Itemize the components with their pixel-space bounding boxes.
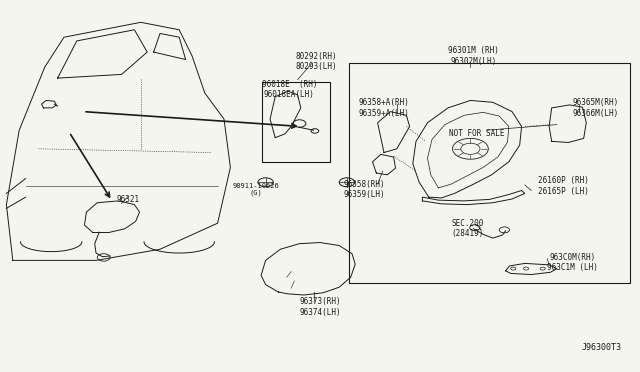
Text: SEC.200
(28419): SEC.200 (28419)	[451, 219, 483, 238]
Text: 98911-10626
(G): 98911-10626 (G)	[232, 183, 280, 196]
Text: 96358(RH)
96359(LH): 96358(RH) 96359(LH)	[344, 180, 386, 199]
Text: 96301M (RH)
96302M(LH): 96301M (RH) 96302M(LH)	[448, 46, 499, 65]
Text: J96300T3: J96300T3	[582, 343, 621, 352]
Text: 26160P (RH)
26165P (LH): 26160P (RH) 26165P (LH)	[538, 176, 589, 196]
Text: NOT FOR SALE: NOT FOR SALE	[449, 129, 504, 138]
Text: 963C0M(RH)
963C1M (LH): 963C0M(RH) 963C1M (LH)	[547, 253, 598, 272]
Text: 96373(RH)
96374(LH): 96373(RH) 96374(LH)	[299, 297, 341, 317]
Bar	[262, 82, 330, 162]
Text: 96321: 96321	[116, 195, 140, 203]
Text: 96365M(RH)
96366M(LH): 96365M(RH) 96366M(LH)	[572, 98, 618, 118]
Text: 96018E  (RH)
96018EA(LH): 96018E (RH) 96018EA(LH)	[262, 80, 317, 99]
Text: 96358+A(RH)
96359+A(LH): 96358+A(RH) 96359+A(LH)	[358, 98, 410, 118]
Bar	[349, 63, 630, 283]
Text: 80292(RH)
80293(LH): 80292(RH) 80293(LH)	[296, 52, 338, 71]
